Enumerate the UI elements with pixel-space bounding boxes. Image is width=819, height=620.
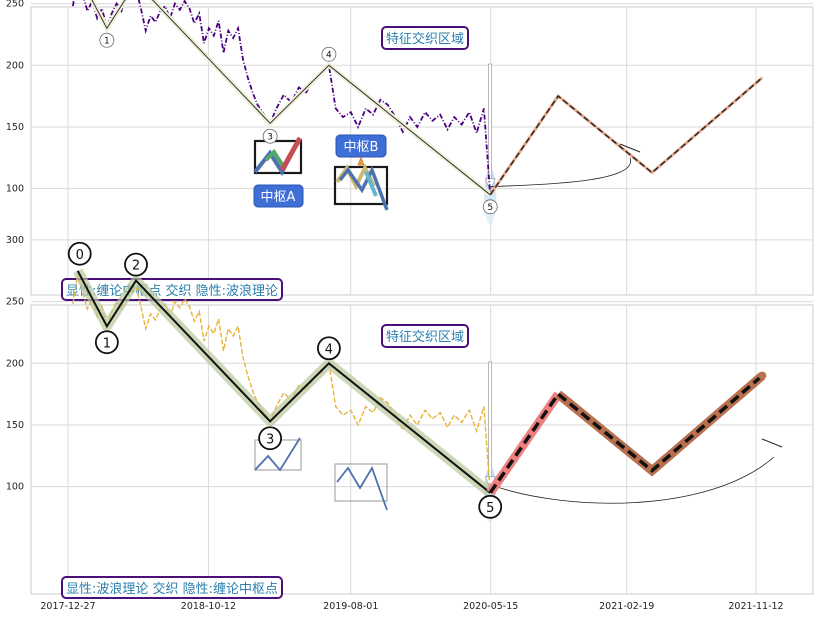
wave-point-marker <box>478 494 503 519</box>
bottom-y-tick-labels: 100 150 200 250 300 <box>6 235 24 493</box>
wave-point-marker <box>321 46 337 62</box>
y-tick-label: 250 <box>6 297 24 308</box>
wave-point-label: 3 <box>267 132 273 142</box>
wave-point-marker <box>482 199 498 215</box>
top-combo-text: 显性:缠论中枢点 交织 隐性:波浪理论 <box>66 283 278 299</box>
pivot-a-label: 中枢A <box>253 184 304 208</box>
top-combo-box: 显性:缠论中枢点 交织 隐性:波浪理论 <box>61 278 283 301</box>
wave-line <box>76 270 491 494</box>
y-tick-label: 250 <box>6 0 24 10</box>
pivot-b-stroke-blue <box>338 165 389 211</box>
wave-point-label: 3 <box>266 432 274 447</box>
projection-end-dot <box>758 371 767 380</box>
pivot-a-stroke-blue <box>254 437 301 472</box>
wave-point-marker <box>67 241 92 266</box>
svg-text:中枢B: 中枢B <box>344 140 379 155</box>
top-feature-text: 特征交织区域 <box>386 31 464 47</box>
arc-end-bracket <box>761 438 783 448</box>
y-tick-label: 100 <box>6 184 24 195</box>
wave-point-label: 0 <box>76 248 84 263</box>
x-tick-label: 2017-12-27 <box>40 601 95 612</box>
pivot-a-box <box>253 139 303 175</box>
bottom-grid <box>31 239 813 594</box>
y-tick-label: 200 <box>6 60 24 71</box>
wave-point-marker <box>258 426 283 451</box>
bottom-combo-text: 显性:波浪理论 交织 隐性:缠论中枢点 <box>66 581 278 597</box>
bottom-x-tick-labels: 2017-12-27 2018-10-12 2019-08-01 2020-05-15… <box>40 601 783 612</box>
top-plot-frame <box>30 6 814 296</box>
vertical-arrow-shaft <box>488 361 493 478</box>
wave-point-label: 1 <box>103 336 111 351</box>
bottom-combo-box: 显性:波浪理论 交织 隐性:缠论中枢点 <box>61 576 283 599</box>
wave-point-marker <box>99 32 115 48</box>
top-panel: 100 150 200 250 300 0 1 2 3 4 5 特征交织区域 显性:缠论中枢点 交… <box>6 0 814 301</box>
pivot-a-stroke-red <box>279 136 303 172</box>
projection-dashed <box>488 374 764 494</box>
x-tick-label: 2021-11-12 <box>728 601 783 612</box>
top-feature-box: 特征交织区域 <box>381 26 469 50</box>
wave-point-label: 5 <box>487 203 493 213</box>
y-tick-label: 150 <box>6 122 24 133</box>
x-tick-label: 2018-10-12 <box>181 601 236 612</box>
y-tick-label: 150 <box>6 420 24 431</box>
bottom-projection-path <box>486 371 767 496</box>
projection-arc <box>490 456 775 504</box>
wave-point-label: 2 <box>132 259 140 274</box>
bottom-feature-text: 特征交织区域 <box>386 329 464 345</box>
x-tick-label: 2020-05-15 <box>463 601 518 612</box>
bottom-feature-box: 特征交织区域 <box>381 324 469 348</box>
wave-point-marker <box>124 252 148 277</box>
pivot-b-stroke-blue <box>336 465 388 511</box>
y-tick-label: 100 <box>6 482 24 493</box>
pivot-a-stroke-green <box>264 148 285 168</box>
arc-end-bracket <box>619 143 641 153</box>
wave-point-label: 4 <box>325 342 333 357</box>
wave-point-marker <box>317 336 341 361</box>
projection-arc <box>490 157 631 188</box>
wave-point-marker <box>94 330 119 355</box>
pivot-b-box <box>333 165 389 206</box>
x-tick-label: 2021-02-19 <box>599 601 654 612</box>
top-projection-path <box>488 76 764 196</box>
wave-point-label: 5 <box>486 501 494 516</box>
bottom-wave-labels: 0 1 2 3 4 5 <box>67 241 503 519</box>
pivot-b-stroke-cyan <box>364 171 378 197</box>
vertical-arrow-shaft <box>488 63 493 180</box>
wave-line <box>91 0 491 196</box>
svg-text:中枢A: 中枢A <box>261 190 296 205</box>
projection-dashed <box>489 77 763 196</box>
wave-point-marker <box>262 128 278 144</box>
wave-point-label: 1 <box>104 36 110 46</box>
wave-point-label: 4 <box>326 50 332 60</box>
y-tick-label: 200 <box>6 358 24 369</box>
top-wave-structure <box>89 0 492 211</box>
bottom-wave-structure <box>73 268 494 511</box>
y-tick-label: 300 <box>6 235 24 246</box>
pivot-b-box <box>334 463 388 502</box>
x-tick-label: 2019-08-01 <box>323 601 378 612</box>
pivot-b-label: 中枢B <box>335 134 387 166</box>
bottom-plot-frame <box>30 304 814 595</box>
